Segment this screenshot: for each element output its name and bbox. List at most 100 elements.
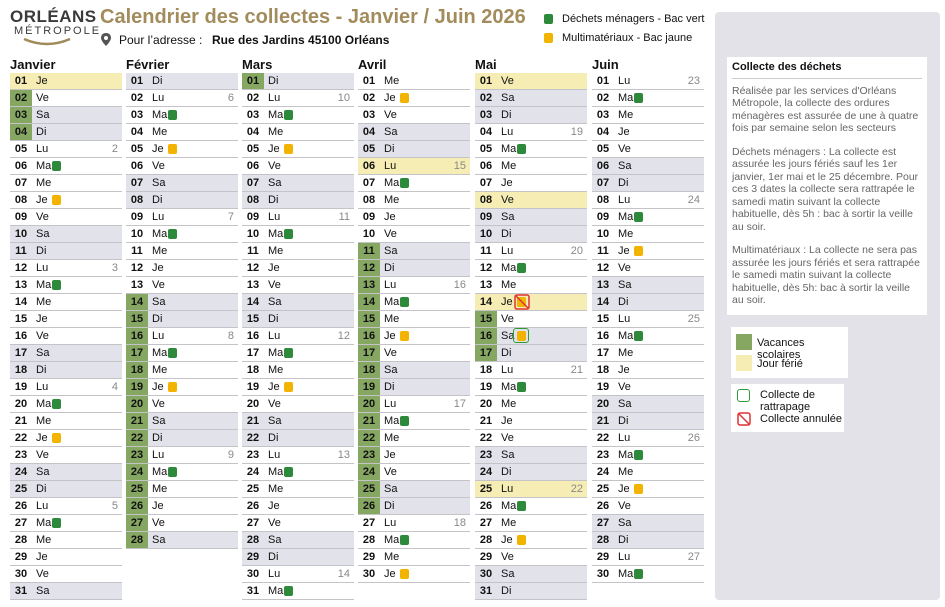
weekday: Ma bbox=[268, 585, 284, 597]
day-row: 05 Lu 2 bbox=[10, 141, 122, 158]
day-row: 22 Di bbox=[126, 430, 238, 447]
day-row: 27 Ma bbox=[10, 515, 122, 532]
day-number: 10 bbox=[479, 228, 493, 240]
weekday: Lu bbox=[618, 75, 631, 87]
weekday: Me bbox=[152, 126, 168, 138]
weekday: Me bbox=[268, 483, 284, 495]
day-number: 13 bbox=[358, 277, 380, 293]
day-number: 12 bbox=[14, 262, 28, 274]
day-row: 10 Ve bbox=[358, 226, 470, 243]
day-number: 01 bbox=[596, 75, 610, 87]
week-number: 2 bbox=[111, 143, 118, 155]
weekday: Di bbox=[384, 500, 395, 512]
day-row: 01 Me bbox=[358, 73, 470, 90]
day-number: 03 bbox=[10, 107, 32, 123]
day-number: 07 bbox=[362, 177, 376, 189]
weekday: Ve bbox=[501, 551, 514, 563]
day-row: 17 Ma bbox=[126, 345, 238, 362]
day-number: 15 bbox=[14, 313, 28, 325]
day-number: 31 bbox=[479, 585, 493, 597]
weekday: Je bbox=[384, 449, 396, 461]
day-number: 22 bbox=[14, 432, 28, 444]
weekday: Je bbox=[152, 381, 164, 393]
bin-icon bbox=[634, 484, 643, 494]
day-row: 16 Lu 8 bbox=[126, 328, 238, 345]
day-row: 20 Sa bbox=[592, 396, 704, 413]
day-row: 29 Di bbox=[242, 549, 354, 566]
day-row: 07 Me bbox=[10, 175, 122, 192]
day-row: 01 Di bbox=[126, 73, 238, 90]
day-row: 10 Me bbox=[592, 226, 704, 243]
legend-cancelled: Collecte annulée bbox=[760, 413, 842, 425]
logo-swoosh bbox=[23, 37, 71, 46]
day-number: 05 bbox=[14, 143, 28, 155]
week-number: 25 bbox=[687, 313, 700, 325]
weekday: Sa bbox=[268, 296, 282, 308]
day-row: 14 Di bbox=[592, 294, 704, 311]
day-number: 26 bbox=[596, 500, 610, 512]
weekday: Di bbox=[501, 585, 512, 597]
weekday: Lu bbox=[384, 398, 397, 410]
day-row: 04 Je bbox=[592, 124, 704, 141]
weekday: Sa bbox=[618, 398, 632, 410]
day-number: 24 bbox=[14, 466, 28, 478]
day-number: 27 bbox=[362, 517, 376, 529]
day-number: 24 bbox=[246, 466, 260, 478]
weekday: Sa bbox=[501, 211, 515, 223]
day-number: 14 bbox=[126, 294, 148, 310]
day-number: 14 bbox=[14, 296, 28, 308]
weekday: Me bbox=[618, 228, 634, 240]
day-row: 10 Sa bbox=[10, 226, 122, 243]
day-number: 25 bbox=[126, 481, 148, 497]
day-number: 11 bbox=[358, 243, 380, 259]
weekday: Di bbox=[384, 262, 395, 274]
bin-icon bbox=[517, 331, 526, 341]
day-row: 04 Di bbox=[10, 124, 122, 141]
day-row: 02 Lu 10 bbox=[242, 90, 354, 107]
weekday: Lu bbox=[501, 245, 514, 257]
weekday: Ma bbox=[268, 109, 284, 121]
info-paragraph: Multimatériaux : La collecte ne sera pas… bbox=[732, 244, 920, 306]
day-number: 17 bbox=[358, 345, 380, 361]
bin-icon bbox=[517, 263, 526, 273]
weekday: Di bbox=[36, 364, 47, 376]
weekday: Ve bbox=[618, 262, 631, 274]
bin-icon bbox=[168, 110, 177, 120]
day-number: 08 bbox=[14, 194, 28, 206]
weekday: Di bbox=[152, 432, 163, 444]
day-number: 28 bbox=[362, 534, 376, 546]
bin-icon bbox=[168, 144, 177, 154]
month-name: Mai bbox=[475, 57, 497, 72]
day-row: 19 Je bbox=[126, 379, 238, 396]
day-number: 23 bbox=[14, 449, 28, 461]
weekday: Ma bbox=[618, 211, 634, 223]
weekday: Je bbox=[618, 364, 630, 376]
day-row: 13 Ma bbox=[10, 277, 122, 294]
weekday: Ve bbox=[152, 160, 165, 172]
weekday: Ve bbox=[501, 313, 514, 325]
day-row: 21 Je bbox=[475, 413, 587, 430]
day-row: 05 Di bbox=[358, 141, 470, 158]
day-row: 18 Lu 21 bbox=[475, 362, 587, 379]
day-number: 02 bbox=[362, 92, 376, 104]
bin-icon bbox=[400, 569, 409, 579]
bin-icon bbox=[284, 586, 293, 596]
day-number: 01 bbox=[130, 75, 144, 87]
week-number: 4 bbox=[111, 381, 118, 393]
day-number: 19 bbox=[596, 381, 610, 393]
day-number: 31 bbox=[246, 585, 260, 597]
day-row: 01 Ve bbox=[475, 73, 587, 90]
weekday: Me bbox=[152, 364, 168, 376]
day-row: 26 Je bbox=[126, 498, 238, 515]
legend-vacation: Vacances scolaires bbox=[757, 337, 805, 361]
weekday: Ma bbox=[152, 228, 168, 240]
week-number: 24 bbox=[687, 194, 700, 206]
day-row: 08 Di bbox=[242, 192, 354, 209]
day-number: 30 bbox=[596, 568, 610, 580]
day-row: 02 Ma bbox=[592, 90, 704, 107]
weekday: Ma bbox=[501, 500, 517, 512]
day-number: 18 bbox=[596, 364, 610, 376]
day-row: 04 Me bbox=[242, 124, 354, 141]
day-number: 22 bbox=[358, 430, 380, 446]
day-row: 06 Ve bbox=[242, 158, 354, 175]
